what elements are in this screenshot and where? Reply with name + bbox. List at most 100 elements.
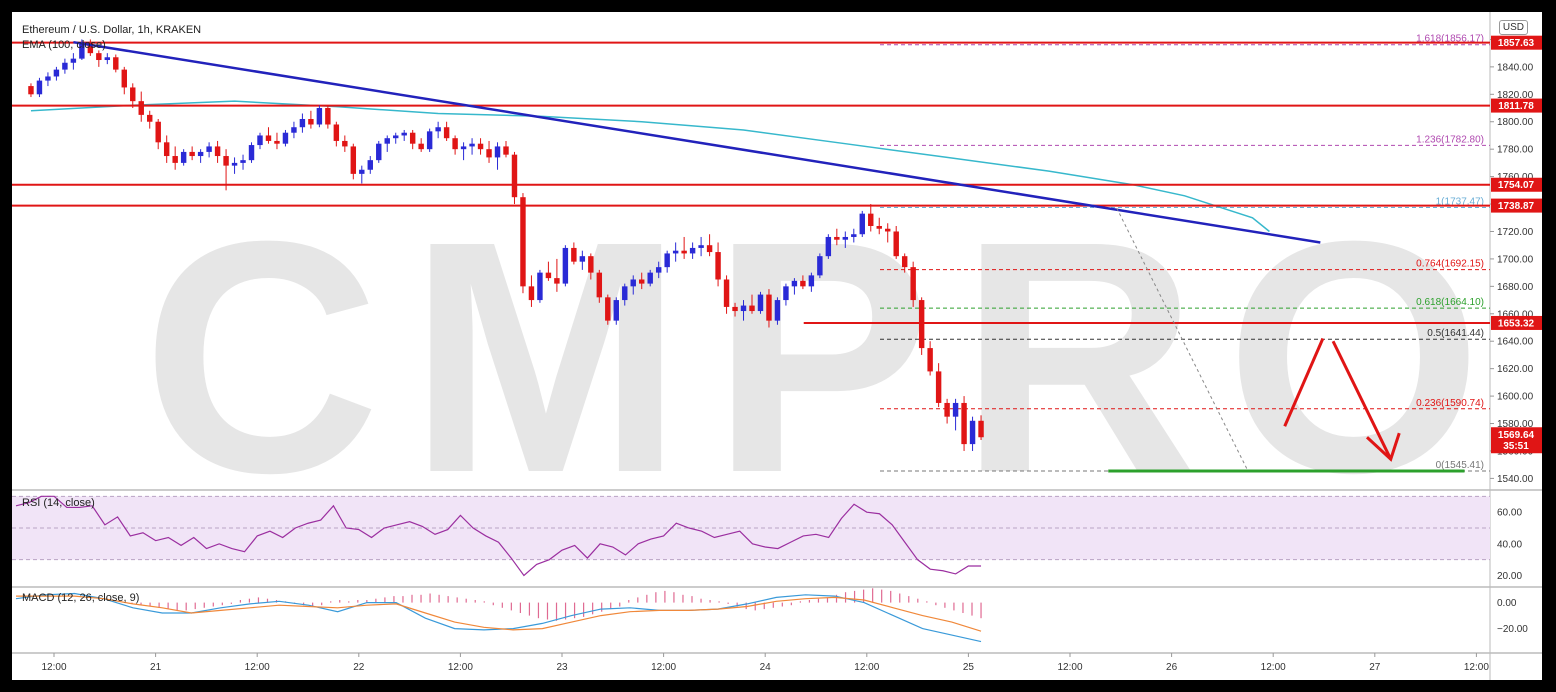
fib-level-label: 0.764(1692.15) [1416,259,1484,270]
candle-body [155,121,161,143]
price-level-label: 1738.87 [1498,201,1535,212]
candle-body [978,420,984,438]
price-level-badge [1491,98,1542,113]
candle-body [299,118,306,128]
candle-body [147,114,153,122]
y-tick-label: 1840.00 [1497,62,1534,73]
candle-body [45,76,51,81]
candle-body [282,132,289,144]
candle-body [723,279,730,307]
candle-body [944,402,950,417]
x-tick-label: 12:00 [1464,662,1489,673]
current-price-label: 1569.64 [1498,430,1535,441]
fib-level-label: 0(1545.41) [1436,460,1484,471]
candle-body [528,286,535,301]
y-tick-label: 1620.00 [1497,364,1534,375]
candle-body [859,213,865,235]
candle-body [130,87,136,102]
price-chart-svg[interactable]: 1540.001560.001580.001600.001620.001640.… [12,12,1542,680]
candle-body [325,108,331,125]
fib-level-label: 0.5(1641.44) [1427,328,1484,339]
macd-tick-label: 0.00 [1497,598,1517,609]
currency-badge[interactable]: USD [1498,20,1528,35]
candle-body [952,402,959,417]
candle-body [197,151,204,157]
candle-countdown-label: 35:51 [1503,441,1529,452]
candle-body [460,146,467,150]
candle-body [62,62,68,70]
candle-body [808,275,815,287]
candle-body [70,58,77,63]
chart-frame: CMPRO 1540.001560.001580.001600.001620.0… [12,12,1542,680]
x-tick-label: 12:00 [1261,662,1286,673]
candle-body [740,305,747,312]
projection-arrow-head [1365,432,1401,462]
descending-trendline [73,40,1321,244]
projection-arrow-down [1331,340,1393,460]
x-tick-label: 26 [1166,662,1178,673]
candle-body [359,169,365,174]
fib-swing-line [1116,207,1249,472]
candle-body [376,143,382,161]
candle-body [401,132,407,136]
candle-body [350,146,357,174]
candle-body [163,142,170,157]
y-tick-label: 1800.00 [1497,117,1534,128]
candle-body [223,156,229,166]
candle-body [503,146,509,155]
price-level-label: 1857.63 [1498,38,1535,49]
x-tick-label: 22 [353,662,365,673]
fib-level-label: 1.618(1856.17) [1416,34,1484,45]
candle-body [87,42,94,54]
fib-level-label: 1.236(1782.80) [1416,134,1484,145]
candle-body [172,156,178,163]
candle-body [469,143,475,147]
rsi-tick-label: 40.00 [1497,539,1522,550]
candle-body [494,146,501,158]
candle-body [342,140,348,147]
candle-body [554,278,560,284]
price-level-badge [1491,35,1542,50]
candle-body [876,225,882,229]
y-tick-label: 1540.00 [1497,474,1534,485]
candle-body [613,300,619,321]
candle-body [766,294,772,321]
rsi-tick-label: 20.00 [1497,571,1522,582]
symbol-title: Ethereum / U.S. Dollar, 1h, KRAKEN [22,24,202,36]
candle-body [689,247,696,254]
candle-body [918,300,925,349]
candle-body [969,420,976,445]
price-level-label: 1653.32 [1498,318,1535,329]
candle-body [452,138,458,150]
price-level-badge [1491,177,1542,192]
candle-body [545,272,552,279]
x-tick-label: 12:00 [651,662,676,673]
candle-body [240,160,246,163]
price-level-label: 1811.78 [1498,101,1534,112]
candle-body [231,162,238,166]
candle-body [138,101,144,115]
y-tick-label: 1760.00 [1497,172,1534,183]
candle-body [817,256,823,276]
rsi-tick-label: 60.00 [1497,508,1522,519]
candle-body [605,297,611,321]
candle-body [486,149,492,158]
candle-body [630,279,636,287]
candle-body [409,132,416,144]
candle-body [834,236,840,240]
x-tick-label: 12:00 [245,662,270,673]
candle-body [511,154,518,198]
candle-body [265,135,272,141]
candle-body [180,151,187,163]
candle-body [579,256,586,262]
y-tick-label: 1780.00 [1497,145,1534,156]
candle-body [791,280,798,287]
candle-body [655,267,662,273]
candle-body [639,279,645,284]
candle-body [698,245,704,248]
candle-body [800,280,806,287]
candle-body [715,252,721,280]
candle-body [443,127,450,139]
candle-body [393,135,399,139]
projection-arrow-up [1283,337,1325,427]
